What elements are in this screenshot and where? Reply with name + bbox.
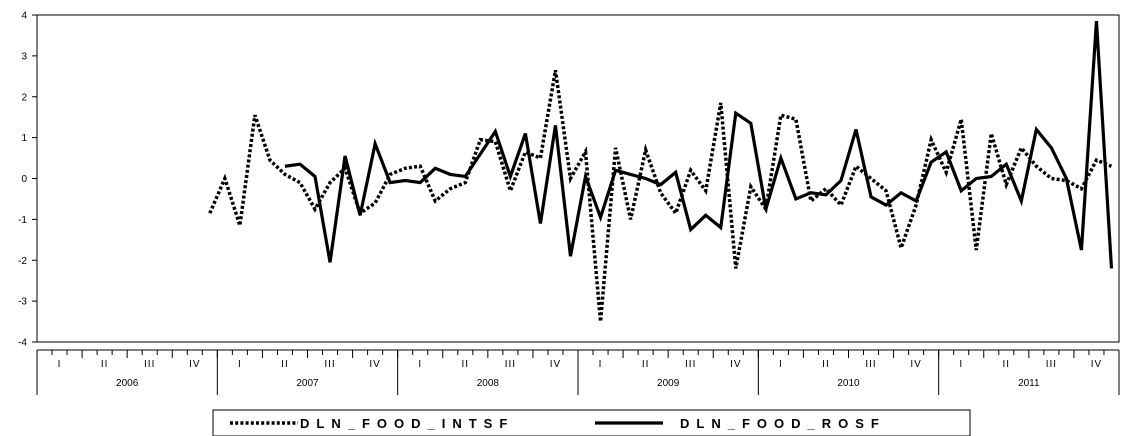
series-layer [208, 21, 1114, 322]
x-quarter-label: I [58, 359, 62, 370]
y-tick-label: 2 [21, 92, 27, 103]
y-tick-label: 0 [21, 174, 27, 185]
x-year-label: 2009 [657, 378, 680, 389]
x-quarter-label: III [324, 359, 335, 370]
x-quarter-label: I [418, 359, 422, 370]
x-quarter-label: III [144, 359, 155, 370]
x-quarter-label: I [238, 359, 242, 370]
x-quarter-label: III [865, 359, 876, 370]
x-quarter-label: IV [1091, 359, 1102, 370]
x-quarter-label: I [959, 359, 963, 370]
x-quarter-label: III [685, 359, 696, 370]
y-tick-label: 4 [21, 11, 27, 22]
y-tick-label: 3 [21, 51, 27, 62]
series-dln-food-intsf [208, 69, 1113, 322]
legend-label: DLN_FOOD_INTSF [300, 416, 514, 431]
x-axis: I II III IV I II III IV I II III IV I II III IV I II III IV… [36, 349, 1120, 395]
x-quarter-label: II [822, 359, 830, 370]
x-quarter-label: II [462, 359, 470, 370]
x-year-label: 2007 [296, 378, 319, 389]
y-tick-label: -3 [18, 297, 27, 308]
legend-label: DLN_FOOD_ROSF [680, 416, 886, 431]
x-quarter-label: IV [369, 359, 380, 370]
x-quarter-label: II [281, 359, 289, 370]
x-year-label: 2008 [477, 378, 500, 389]
legend: DLN_FOOD_INTSF DLN_FOOD_ROSF [212, 409, 971, 436]
y-tick-label: -4 [18, 338, 27, 349]
x-year-label: 2006 [116, 378, 139, 389]
y-tick-label: 1 [21, 133, 27, 144]
series-line [284, 21, 1114, 269]
x-quarter-label: IV [910, 359, 921, 370]
x-quarter-label: I [779, 359, 783, 370]
x-quarter-label: II [1003, 359, 1011, 370]
x-quarter-label: IV [189, 359, 200, 370]
y-axis: -4 -3 -2 -1 0 1 2 3 4 [18, 11, 1120, 349]
series-dln-food-rosf [284, 21, 1114, 269]
x-quarter-label: I [599, 359, 603, 370]
x-quarter-label: IV [550, 359, 561, 370]
legend-box [212, 409, 971, 436]
x-year-label: 2011 [1018, 378, 1040, 389]
x-quarter-label: II [642, 359, 650, 370]
x-quarter-label: II [101, 359, 109, 370]
x-quarter-label: IV [730, 359, 741, 370]
y-tick-label: -2 [18, 256, 27, 267]
x-quarter-label: III [1046, 359, 1057, 370]
x-quarter-label: III [505, 359, 516, 370]
y-tick-label: -1 [18, 215, 27, 226]
x-year-label: 2010 [837, 378, 860, 389]
series-line [208, 69, 1113, 322]
